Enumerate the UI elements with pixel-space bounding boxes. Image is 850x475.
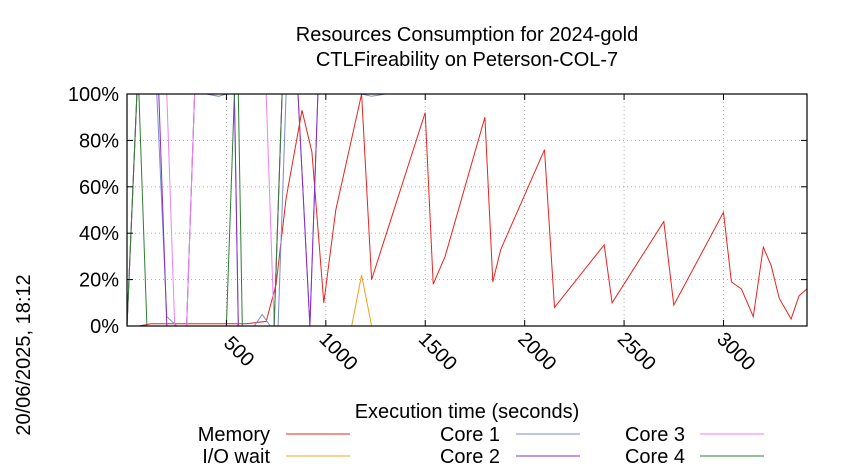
y-axis-ticks: 0% 20% 40% 60% 80% 100% bbox=[68, 84, 807, 338]
y-tick-label: 80% bbox=[79, 130, 119, 152]
y-tick-label: 100% bbox=[68, 84, 119, 106]
x-axis-label: Execution time (seconds) bbox=[355, 401, 580, 423]
chart-title: Resources Consumption for 2024-gold bbox=[296, 24, 638, 46]
chart-subtitle: CTLFireability on Peterson-COL-7 bbox=[316, 49, 618, 71]
legend-label: Core 1 bbox=[440, 424, 500, 446]
x-tick-label: 2500 bbox=[613, 328, 660, 375]
grid-lines bbox=[127, 94, 807, 326]
legend-label: I/O wait bbox=[202, 446, 270, 468]
series-line-core-2 bbox=[126, 93, 807, 327]
x-tick-label: 500 bbox=[219, 332, 258, 371]
legend-label: Memory bbox=[198, 424, 270, 446]
legend-label: Core 3 bbox=[625, 424, 685, 446]
x-tick-label: 3000 bbox=[712, 328, 759, 375]
plot-frame bbox=[126, 93, 808, 327]
series-line-i-o-wait bbox=[127, 274, 807, 327]
legend-label: Core 2 bbox=[440, 446, 500, 468]
y-tick-label: 20% bbox=[79, 270, 119, 292]
series-line-core-3 bbox=[126, 93, 807, 327]
x-tick-label: 1500 bbox=[414, 328, 461, 375]
series-line-memory bbox=[127, 93, 808, 327]
legend-label: Core 4 bbox=[625, 446, 685, 468]
series-lines bbox=[126, 93, 808, 327]
x-tick-label: 2000 bbox=[513, 328, 560, 375]
series-line-core-1 bbox=[126, 93, 807, 327]
y-tick-label: 60% bbox=[79, 177, 119, 199]
x-tick-label: 1000 bbox=[315, 328, 362, 375]
timestamp-label: 20/06/2025, 18:12 bbox=[13, 274, 35, 435]
y-tick-label: 0% bbox=[90, 316, 119, 338]
y-tick-label: 40% bbox=[79, 223, 119, 245]
series-line-core-4 bbox=[126, 93, 807, 327]
